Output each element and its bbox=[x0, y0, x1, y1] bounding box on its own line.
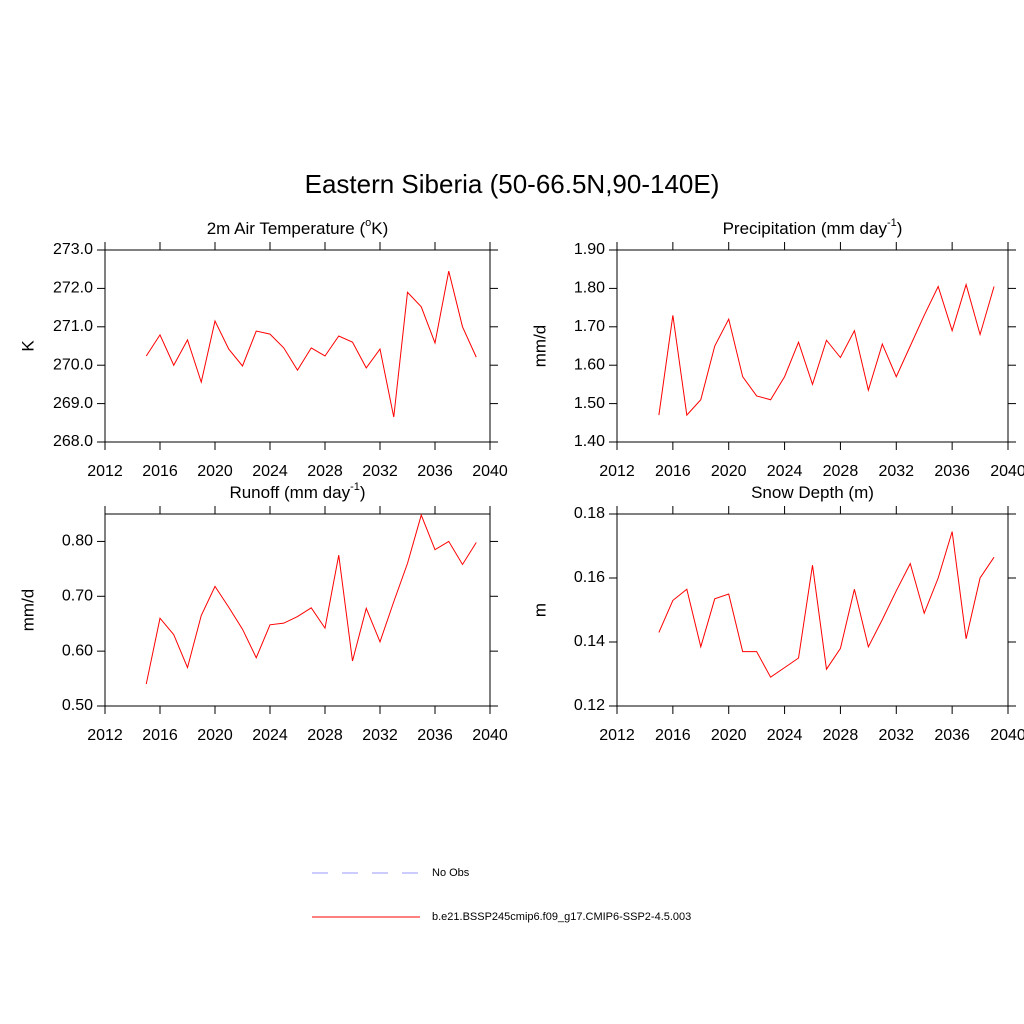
title-part: Snow Depth (m) bbox=[751, 483, 874, 502]
y-tick-label: 0.50 bbox=[62, 697, 93, 714]
data-line bbox=[658, 531, 995, 678]
x-tick-label: 2040 bbox=[990, 727, 1024, 744]
y-tick-label: 273.0 bbox=[53, 241, 93, 258]
y-tick-label: 0.18 bbox=[574, 505, 605, 522]
chart-title: Runoff (mm day-1) bbox=[229, 481, 365, 503]
title-part: Precipitation (mm day bbox=[723, 219, 888, 238]
y-tick-label: 0.80 bbox=[62, 533, 93, 550]
title-part: 2m Air Temperature ( bbox=[207, 219, 366, 238]
y-tick-label: 0.16 bbox=[574, 569, 605, 586]
x-tick-label: 2032 bbox=[362, 727, 398, 744]
plot-frame bbox=[104, 513, 491, 707]
x-tick-label: 2012 bbox=[87, 463, 123, 480]
data-line bbox=[145, 513, 477, 685]
x-tick-label: 2028 bbox=[307, 463, 343, 480]
x-tick-label: 2024 bbox=[252, 727, 288, 744]
y-tick-label: 270.0 bbox=[53, 356, 93, 373]
x-tick-label: 2016 bbox=[655, 463, 691, 480]
x-tick-label: 2028 bbox=[823, 727, 859, 744]
y-tick-label: 1.80 bbox=[574, 280, 605, 297]
x-tick-label: 2036 bbox=[417, 727, 453, 744]
figure-title: Eastern Siberia (50-66.5N,90-140E) bbox=[305, 169, 720, 199]
title-part: ) bbox=[360, 483, 366, 502]
title-part: Runoff (mm day bbox=[229, 483, 350, 502]
chart-title: Precipitation (mm day-1) bbox=[723, 217, 903, 239]
y-tick-label: 268.0 bbox=[53, 433, 93, 450]
y-tick-label: 269.0 bbox=[53, 395, 93, 412]
x-tick-label: 2032 bbox=[878, 727, 914, 744]
y-tick-label: 0.14 bbox=[574, 633, 605, 650]
x-tick-label: 2012 bbox=[87, 727, 123, 744]
y-axis-label: mm/d bbox=[18, 589, 37, 632]
y-axis-label: K bbox=[18, 340, 37, 352]
x-tick-label: 2036 bbox=[934, 727, 970, 744]
y-tick-label: 1.50 bbox=[574, 395, 605, 412]
title-part: K) bbox=[371, 219, 388, 238]
y-tick-label: 0.60 bbox=[62, 642, 93, 659]
y-axis-label: mm/d bbox=[530, 325, 549, 368]
x-tick-label: 2016 bbox=[142, 463, 178, 480]
y-tick-label: 272.0 bbox=[53, 280, 93, 297]
y-tick-label: 1.40 bbox=[574, 433, 605, 450]
x-tick-label: 2028 bbox=[307, 727, 343, 744]
title-part: -1 bbox=[350, 481, 360, 493]
plot-frame bbox=[616, 513, 1009, 707]
y-tick-label: 0.70 bbox=[62, 588, 93, 605]
data-line bbox=[658, 282, 995, 417]
x-tick-label: 2012 bbox=[599, 463, 635, 480]
chart-title: Snow Depth (m) bbox=[751, 483, 874, 502]
x-tick-label: 2020 bbox=[711, 727, 747, 744]
x-tick-label: 2024 bbox=[767, 463, 803, 480]
chart-title: 2m Air Temperature (oK) bbox=[207, 217, 389, 239]
plot-frame bbox=[104, 249, 491, 443]
y-tick-label: 1.70 bbox=[574, 318, 605, 335]
y-tick-label: 271.0 bbox=[53, 318, 93, 335]
title-part: -1 bbox=[887, 217, 897, 229]
data-line bbox=[145, 271, 477, 418]
y-tick-label: 1.90 bbox=[574, 241, 605, 258]
x-tick-label: 2036 bbox=[417, 463, 453, 480]
y-axis-label: m bbox=[530, 603, 549, 617]
plot-frame bbox=[616, 249, 1009, 443]
x-tick-label: 2036 bbox=[934, 463, 970, 480]
legend-label: b.e21.BSSP245cmip6.f09_g17.CMIP6-SSP2-4.… bbox=[432, 911, 691, 923]
x-tick-label: 2040 bbox=[472, 727, 508, 744]
title-part: o bbox=[365, 217, 371, 229]
x-tick-label: 2016 bbox=[655, 727, 691, 744]
x-tick-label: 2020 bbox=[197, 463, 233, 480]
y-tick-label: 0.12 bbox=[574, 697, 605, 714]
x-tick-label: 2012 bbox=[599, 727, 635, 744]
x-tick-label: 2016 bbox=[142, 727, 178, 744]
x-tick-label: 2040 bbox=[472, 463, 508, 480]
x-tick-label: 2020 bbox=[711, 463, 747, 480]
title-part: ) bbox=[897, 219, 903, 238]
legend-label: No Obs bbox=[432, 867, 470, 879]
x-tick-label: 2032 bbox=[878, 463, 914, 480]
x-tick-label: 2028 bbox=[823, 463, 859, 480]
x-tick-label: 2032 bbox=[362, 463, 398, 480]
x-tick-label: 2024 bbox=[252, 463, 288, 480]
y-tick-label: 1.60 bbox=[574, 356, 605, 373]
x-tick-label: 2024 bbox=[767, 727, 803, 744]
x-tick-label: 2040 bbox=[990, 463, 1024, 480]
x-tick-label: 2020 bbox=[197, 727, 233, 744]
